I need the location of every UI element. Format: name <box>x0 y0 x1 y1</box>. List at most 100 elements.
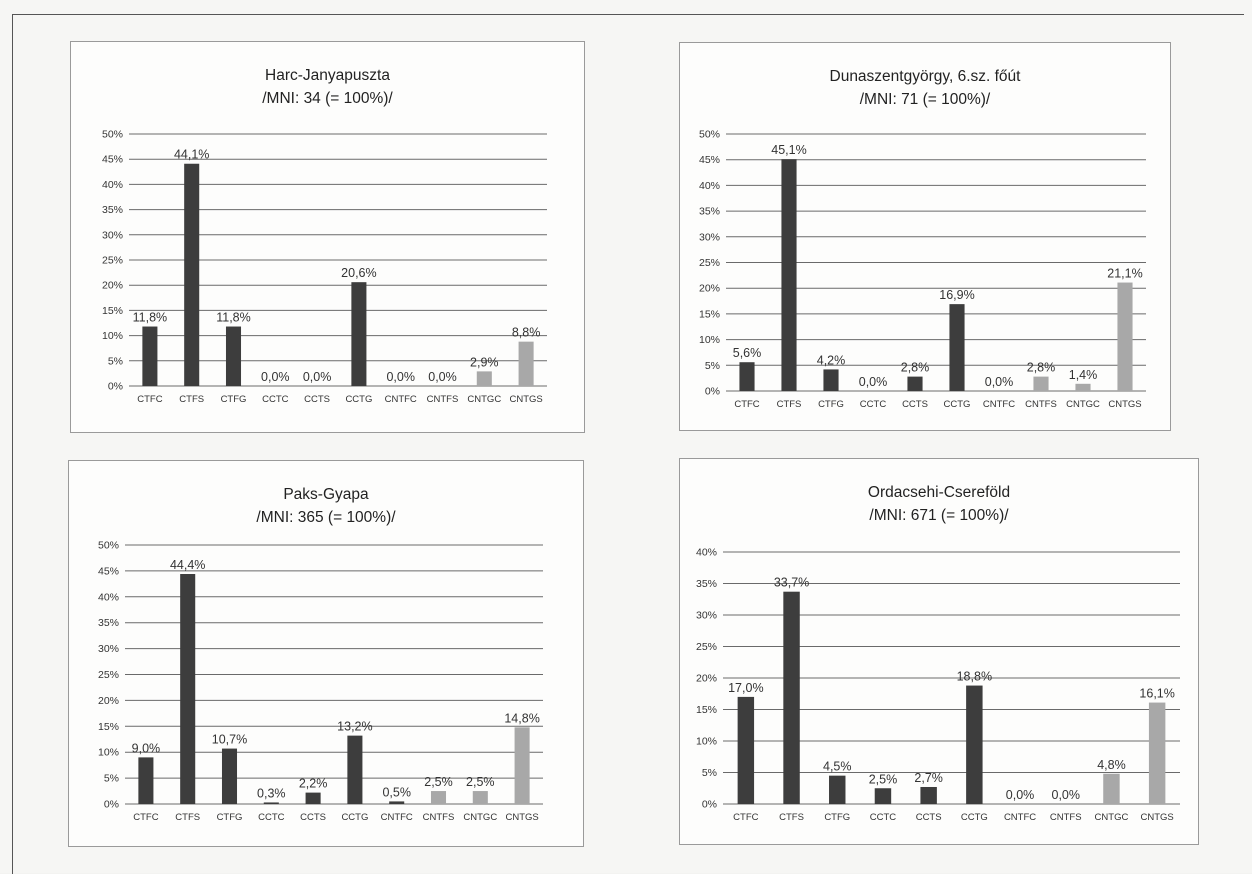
x-tick-label: CCTG <box>944 399 971 410</box>
data-label: 1,4% <box>1069 368 1098 382</box>
chart-subtitle: /MNI: 671 (= 100%)/ <box>869 507 1009 524</box>
x-tick-label: CCTG <box>345 394 372 405</box>
y-tick-label: 50% <box>699 129 720 141</box>
chart-title-block: Dunaszentgyörgy, 6.sz. főút /MNI: 71 (= … <box>680 65 1170 111</box>
y-tick-label: 20% <box>102 280 123 292</box>
y-tick-label: 40% <box>696 547 717 559</box>
x-tick-label: CCTC <box>860 399 887 410</box>
bar-cctg <box>347 735 363 804</box>
data-label: 2,9% <box>470 355 499 369</box>
data-label: 9,0% <box>132 741 161 755</box>
x-tick-label: CCTC <box>870 812 897 823</box>
data-label: 11,8% <box>133 311 168 325</box>
x-tick-label: CTFS <box>179 394 204 405</box>
bar-ctfg <box>225 326 242 386</box>
y-tick-label: 0% <box>705 386 720 398</box>
y-tick-label: 0% <box>108 381 123 393</box>
y-tick-label: 40% <box>102 179 123 191</box>
bar-ctfg <box>823 369 839 391</box>
x-tick-label: CNTFC <box>381 812 413 823</box>
bar-plot: 0% 5% 10% 15% 20% 25% 30% 35% 40% 45% 50% 5,6% CTFC 4… <box>699 129 1146 410</box>
y-tick-label: 35% <box>102 204 123 216</box>
y-tick-label: 25% <box>98 669 119 681</box>
bar-plot: 0% 5% 10% 15% 20% 25% 30% 35% 40% 17,0% CTFC 33,7% C… <box>696 547 1180 823</box>
x-tick-label: CCTC <box>262 394 289 405</box>
y-tick-label: 15% <box>696 704 717 716</box>
y-tick-label: 5% <box>108 355 123 367</box>
page-frame <box>12 14 1244 874</box>
x-tick-label: CTFS <box>175 812 200 823</box>
x-tick-label: CNTFS <box>427 394 459 405</box>
chart-title: Harc-Janyapuszta <box>265 67 390 84</box>
data-label: 18,8% <box>957 670 992 684</box>
data-label: 44,4% <box>170 558 205 572</box>
data-label: 14,8% <box>504 711 539 725</box>
data-label: 0,0% <box>386 370 415 384</box>
bar-cntfc <box>389 801 405 804</box>
y-tick-label: 30% <box>699 231 720 243</box>
x-tick-label: CNTGC <box>463 812 497 823</box>
y-tick-label: 10% <box>696 736 717 748</box>
data-label: 0,0% <box>859 375 888 389</box>
y-tick-label: 20% <box>696 673 717 685</box>
x-tick-label: CTFG <box>824 812 850 823</box>
chart-harc-janyapuszta: Harc-Janyapuszta /MNI: 34 (= 100%)/ 0% 5%… <box>70 41 585 433</box>
data-label: 10,7% <box>212 733 247 747</box>
y-tick-label: 10% <box>699 334 720 346</box>
chart-title-block: Ordacsehi-Csereföld /MNI: 671 (= 100%)/ <box>680 481 1198 527</box>
data-label: 0,5% <box>382 785 411 799</box>
data-label: 2,5% <box>869 772 898 786</box>
y-tick-label: 15% <box>699 308 720 320</box>
bar-ccts <box>907 376 923 391</box>
y-tick-label: 25% <box>102 255 123 267</box>
y-tick-label: 15% <box>98 721 119 733</box>
x-tick-label: CTFC <box>733 812 758 823</box>
x-tick-label: CCTS <box>304 394 330 405</box>
chart-subtitle: /MNI: 71 (= 100%)/ <box>859 91 991 108</box>
bar-ctfc <box>142 326 158 386</box>
data-label: 4,5% <box>823 760 852 774</box>
data-label: 4,8% <box>1097 758 1126 772</box>
x-tick-label: CNTFC <box>1004 812 1036 823</box>
x-tick-label: CTFG <box>217 812 243 823</box>
y-tick-label: 45% <box>102 154 123 166</box>
x-tick-label: CTFS <box>779 812 804 823</box>
bar-cntgc <box>472 791 488 804</box>
data-label: 2,8% <box>1027 361 1056 375</box>
y-tick-label: 40% <box>699 180 720 192</box>
bar-ctfs <box>184 163 200 386</box>
x-tick-label: CCTG <box>341 812 368 823</box>
x-tick-label: CCTG <box>961 812 988 823</box>
bar-plot: 0% 5% 10% 15% 20% 25% 30% 35% 40% 45% 50% 9,0% CTFC 4… <box>98 540 543 823</box>
data-label: 5,6% <box>733 346 762 360</box>
x-tick-label: CTFC <box>137 394 162 405</box>
data-label: 17,0% <box>728 681 763 695</box>
bar-cctc <box>874 788 892 804</box>
data-label: 11,8% <box>216 311 251 325</box>
data-label: 20,6% <box>341 266 376 280</box>
bar-cctg <box>351 282 367 386</box>
x-tick-label: CNTGC <box>1066 399 1100 410</box>
y-tick-label: 20% <box>98 695 119 707</box>
bar-cntgs <box>1148 702 1166 804</box>
data-label: 44,1% <box>174 148 209 162</box>
bar-cntgc <box>476 371 492 386</box>
data-label: 2,5% <box>424 775 453 789</box>
bar-ctfg <box>221 748 238 804</box>
data-label: 2,5% <box>466 775 495 789</box>
data-label: 0,3% <box>257 786 286 800</box>
y-tick-label: 25% <box>696 641 717 653</box>
bar-ctfs <box>781 159 797 391</box>
y-tick-label: 5% <box>104 773 119 785</box>
bar-ctfs <box>180 574 196 804</box>
x-tick-label: CTFC <box>133 812 158 823</box>
x-tick-label: CCTS <box>902 399 928 410</box>
data-label: 33,7% <box>774 576 809 590</box>
bar-ctfg <box>829 775 846 804</box>
bar-cntgs <box>1117 282 1133 391</box>
x-tick-label: CNTFS <box>1025 399 1057 410</box>
x-tick-label: CNTGS <box>509 394 542 405</box>
data-label: 0,0% <box>985 375 1014 389</box>
y-tick-label: 50% <box>98 540 119 552</box>
